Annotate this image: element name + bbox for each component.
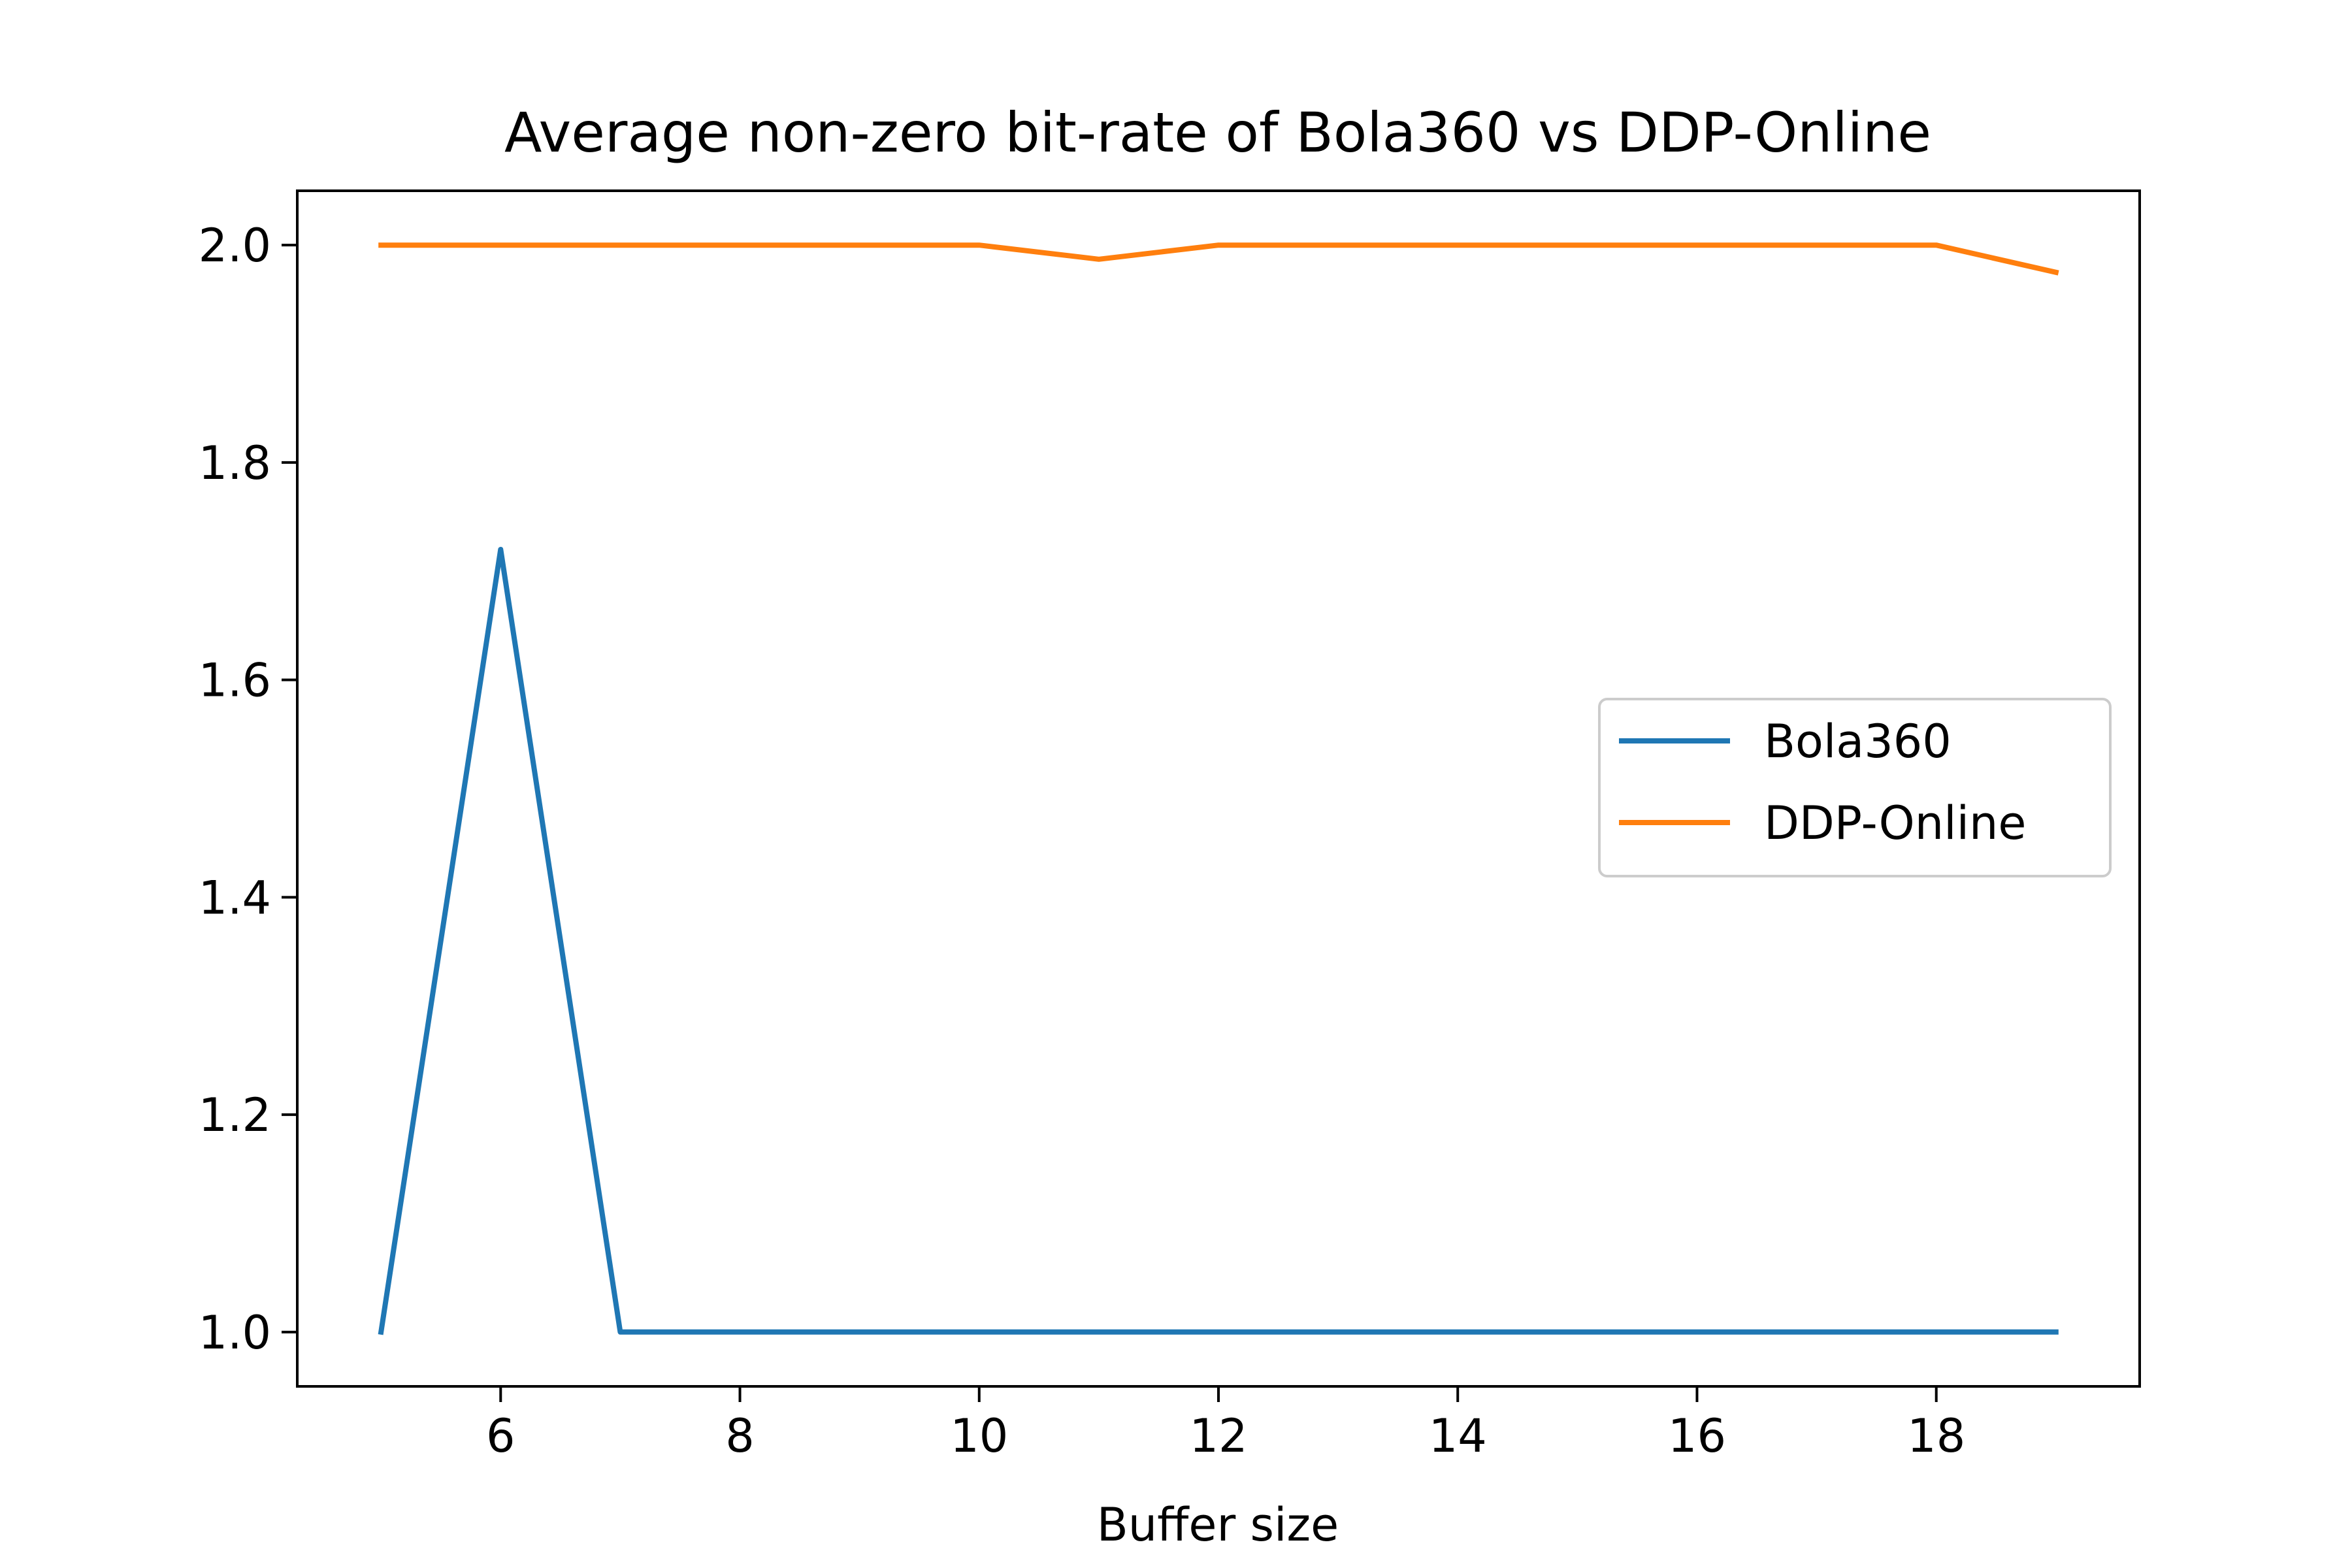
x-tick-label: 8	[725, 1409, 755, 1463]
chart-title: Average non-zero bit-rate of Bola360 vs …	[504, 101, 1931, 165]
y-axis: 1.0 1.2 1.4 1.6 1.8 2.0	[199, 219, 297, 1360]
x-axis-label: Buffer size	[1097, 1498, 1339, 1552]
series-line-ddp-online	[378, 242, 2059, 276]
y-tick-label: 1.8	[199, 436, 271, 490]
y-tick-label: 2.0	[199, 219, 271, 272]
legend-label-bola360: Bola360	[1764, 715, 1952, 768]
legend-label-ddp-online: DDP-Online	[1764, 796, 2026, 850]
y-tick-label: 1.4	[199, 871, 271, 924]
x-tick-label: 10	[950, 1409, 1008, 1463]
x-tick-label: 14	[1429, 1409, 1487, 1463]
x-axis: 6 8 10 12 14 16 18	[486, 1386, 1965, 1463]
legend: Bola360 DDP-Online	[1598, 698, 2112, 877]
y-tick-label: 1.2	[199, 1088, 271, 1142]
y-tick-label: 1.6	[199, 654, 271, 708]
x-tick-label: 6	[486, 1409, 515, 1463]
plot-area	[378, 242, 2059, 1335]
x-tick-label: 16	[1668, 1409, 1726, 1463]
y-tick-label: 1.0	[199, 1306, 271, 1360]
x-tick-label: 18	[1907, 1409, 1965, 1463]
x-tick-label: 12	[1189, 1409, 1247, 1463]
series-line-bola360	[378, 547, 2059, 1335]
